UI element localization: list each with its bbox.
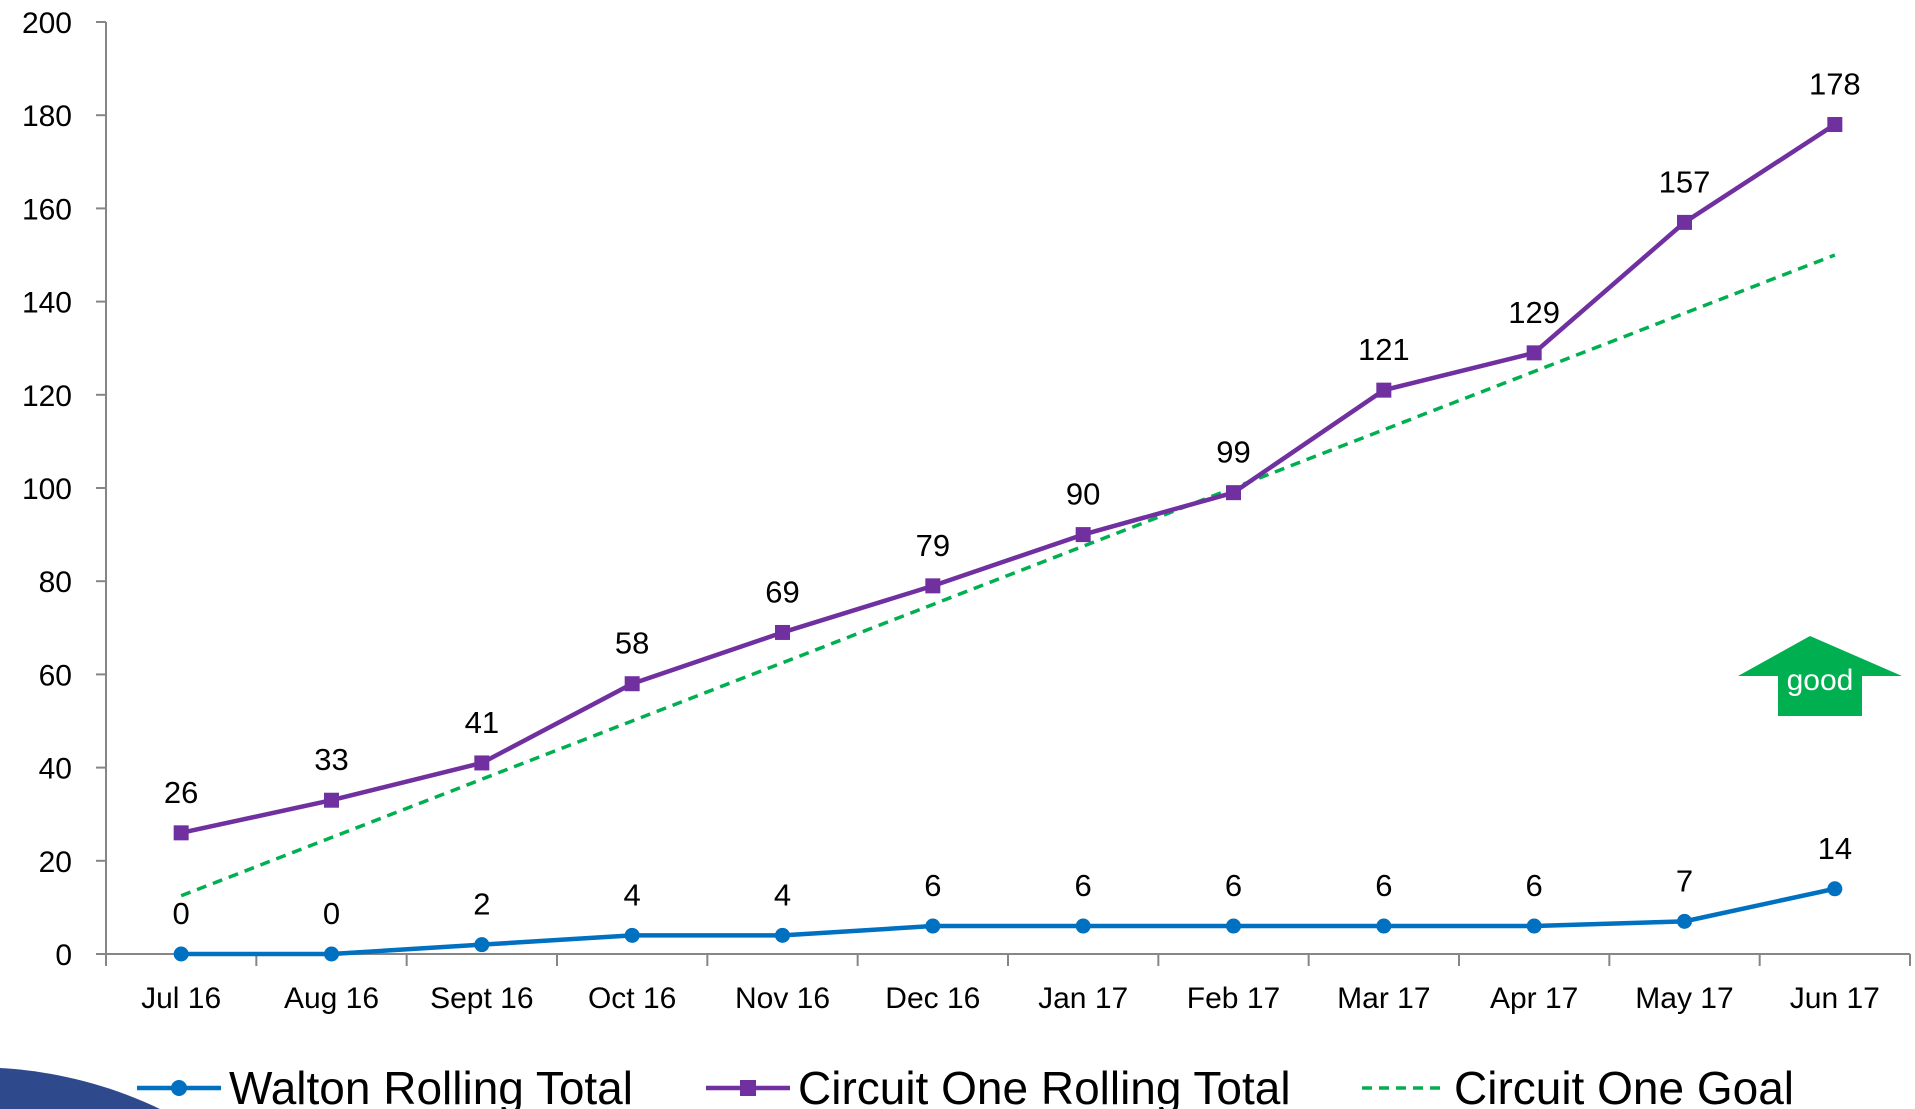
data-label: 90 xyxy=(1066,477,1100,512)
data-point xyxy=(474,937,490,953)
y-tick-label: 160 xyxy=(22,193,72,226)
series-line-1 xyxy=(180,122,1837,836)
data-label: 69 xyxy=(765,574,799,609)
data-label: 33 xyxy=(314,742,348,777)
data-label: 4 xyxy=(774,877,791,912)
corner-decoration xyxy=(0,1068,160,1109)
data-label: 6 xyxy=(1225,868,1242,903)
x-tick-label: Nov 16 xyxy=(735,982,830,1015)
data-label: 121 xyxy=(1358,332,1410,367)
y-tick-label: 20 xyxy=(39,846,72,879)
legend-marker xyxy=(740,1080,756,1096)
data-label: 178 xyxy=(1809,67,1861,102)
legend-label: Circuit One Rolling Total xyxy=(798,1062,1291,1109)
data-label: 79 xyxy=(916,528,950,563)
data-label: 41 xyxy=(465,705,499,740)
y-tick-label: 80 xyxy=(39,566,72,599)
data-label: 26 xyxy=(164,775,198,810)
data-point xyxy=(1075,527,1091,543)
data-label: 99 xyxy=(1216,435,1250,470)
data-point xyxy=(173,825,189,841)
data-point xyxy=(324,792,339,808)
data-point xyxy=(1226,918,1241,934)
data-label: 2 xyxy=(473,887,490,922)
y-tick-label: 0 xyxy=(55,939,72,972)
data-point xyxy=(1677,913,1692,929)
data-point xyxy=(1526,918,1542,934)
series-line-0 xyxy=(181,886,1836,957)
legend-item-1: Circuit One Rolling Total xyxy=(706,1062,1291,1109)
data-point xyxy=(775,624,790,640)
x-tick-label: Dec 16 xyxy=(885,982,980,1015)
data-label: 0 xyxy=(173,896,190,931)
data-point xyxy=(624,927,640,943)
x-tick-label: Jan 17 xyxy=(1038,982,1128,1015)
data-point xyxy=(1376,918,1392,934)
data-point xyxy=(624,676,640,692)
legend: Walton Rolling Total Circuit One Rolling … xyxy=(137,1062,1794,1109)
data-point xyxy=(775,927,790,943)
x-tick-label: Oct 16 xyxy=(588,982,676,1015)
data-point xyxy=(1827,881,1843,897)
y-tick-label: 100 xyxy=(22,473,72,506)
x-tick-label: May 17 xyxy=(1635,982,1733,1015)
x-tick-label: Mar 17 xyxy=(1337,982,1430,1015)
data-point xyxy=(1827,117,1843,133)
y-tick-label: 60 xyxy=(39,659,72,692)
x-tick-label: Aug 16 xyxy=(284,982,379,1015)
data-label: 7 xyxy=(1676,863,1693,898)
data-point xyxy=(474,755,490,771)
data-label: 0 xyxy=(323,896,340,931)
legend-label: Circuit One Goal xyxy=(1454,1062,1794,1109)
data-labels: 0 0 2 4 4 6 6 6 6 6 7 14 26 33 41 58 69 79 90 99 121 129 157 17… xyxy=(164,67,1861,931)
data-point xyxy=(1677,214,1692,230)
data-label: 157 xyxy=(1659,164,1711,199)
data-label: 6 xyxy=(1075,868,1092,903)
data-point xyxy=(1376,382,1392,398)
data-label: 58 xyxy=(615,626,649,661)
data-label: 14 xyxy=(1818,831,1852,866)
data-point xyxy=(925,578,941,594)
x-tick-label: Jun 17 xyxy=(1790,982,1880,1015)
good-label: good xyxy=(1787,664,1854,697)
good-annotation: good xyxy=(1738,636,1902,716)
data-point xyxy=(1075,918,1091,934)
y-tick-label: 120 xyxy=(22,380,72,413)
data-label: 129 xyxy=(1508,295,1560,330)
x-tick-label: Apr 17 xyxy=(1490,982,1578,1015)
y-tick-label: 40 xyxy=(39,753,72,786)
legend-item-0: Walton Rolling Total xyxy=(137,1062,633,1109)
legend-marker xyxy=(171,1080,187,1096)
y-tick-label: 140 xyxy=(22,287,72,320)
up-arrow-icon xyxy=(1738,636,1902,716)
y-tick-label: 180 xyxy=(22,100,72,133)
data-label: 4 xyxy=(624,877,641,912)
y-tick-label: 200 xyxy=(22,7,72,40)
data-point xyxy=(173,946,189,962)
y-axis: 0 20 40 60 80 100 120 140 160 180 200 xyxy=(22,7,107,972)
x-tick-label: Feb 17 xyxy=(1187,982,1280,1015)
data-point xyxy=(1526,345,1542,361)
legend-item-2: Circuit One Goal xyxy=(1362,1062,1794,1109)
data-label: 6 xyxy=(1526,868,1543,903)
legend-label: Walton Rolling Total xyxy=(229,1062,633,1109)
x-tick-label: Jul 16 xyxy=(141,982,221,1015)
data-point xyxy=(324,946,339,962)
data-label: 6 xyxy=(1375,868,1392,903)
x-tick-label: Sept 16 xyxy=(430,982,533,1015)
data-point xyxy=(925,918,941,934)
x-axis: Jul 16 Aug 16 Sept 16 Oct 16 Nov 16 Dec 16 Jan… xyxy=(105,953,1911,1015)
series-area xyxy=(173,117,1843,962)
data-point xyxy=(1226,485,1241,501)
data-label: 6 xyxy=(924,868,941,903)
series-line-2 xyxy=(180,253,1836,898)
